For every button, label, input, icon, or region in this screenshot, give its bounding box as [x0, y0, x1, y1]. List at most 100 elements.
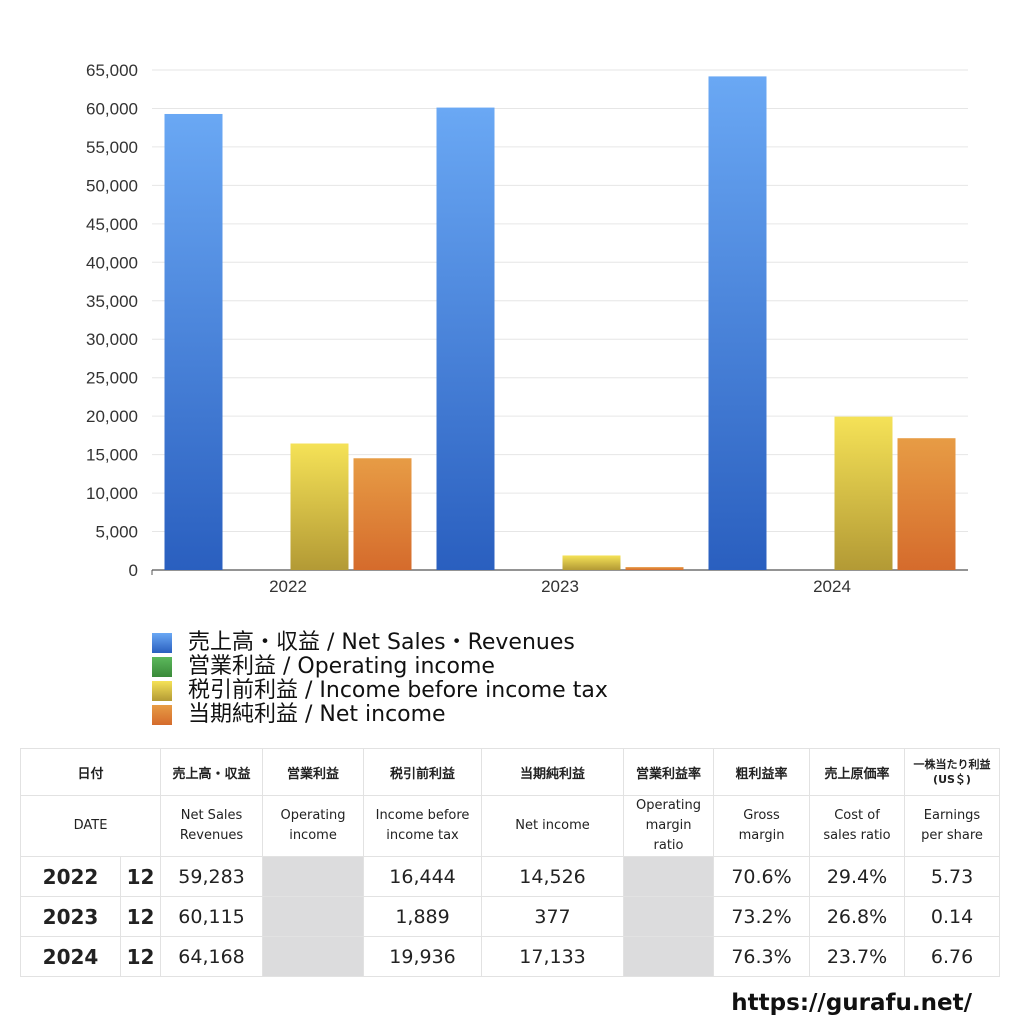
row-sales: 59,283: [160, 856, 264, 897]
header-cost-en-2: sales ratio: [823, 828, 891, 843]
row-month: 12: [119, 936, 162, 977]
row-eps: 5.73: [904, 856, 1001, 897]
y-tick-label: 25,000: [86, 369, 138, 388]
row-opmargin: [623, 896, 715, 937]
y-tick-label: 45,000: [86, 215, 138, 234]
table-row: 2024 12 64,168 19,936 17,133 76.3% 23.7%…: [20, 936, 1001, 977]
legend-item-operating: 営業利益 / Operating income: [152, 655, 608, 679]
row-sales: 60,115: [160, 896, 264, 937]
y-tick-label: 35,000: [86, 292, 138, 311]
row-cost: 23.7%: [809, 936, 906, 977]
footer-url[interactable]: https://gurafu.net/: [731, 990, 972, 1016]
y-tick-label: 30,000: [86, 330, 138, 349]
row-pretax: 19,936: [363, 936, 483, 977]
table-header-en: DATE Net Sales Revenues Operating income I…: [19, 795, 1001, 857]
bar-2024-series-0: [708, 76, 767, 571]
bar-2024-series-3: [897, 438, 956, 570]
legend-item-net: 当期純利益 / Net income: [152, 703, 608, 727]
legend-label-operating: 営業利益 / Operating income: [188, 654, 495, 679]
x-tick-label: 2023: [541, 577, 579, 596]
header-sales-en-2: Revenues: [179, 828, 244, 843]
row-cost: 29.4%: [809, 856, 906, 897]
y-tick-label: 50,000: [86, 176, 138, 195]
table-row: 2023 12 60,115 1,889 377 73.2% 26.8% 0.1…: [20, 896, 1001, 937]
header-cost-en-1: Cost of: [834, 808, 880, 823]
header-eps-unit: (US＄): [933, 773, 971, 786]
row-operating: [262, 856, 365, 897]
header-opmargin-en-2: margin: [645, 818, 692, 833]
legend-swatch-operating: [152, 657, 172, 677]
y-tick-label: 65,000: [86, 61, 138, 80]
header-eps-en-2: per share: [921, 828, 983, 843]
legend-swatch-pretax: [152, 681, 172, 701]
header-gross-en: Gross margin: [713, 795, 811, 857]
row-pretax: 1,889: [363, 896, 483, 937]
header-gross-en-1: Gross: [743, 808, 780, 823]
header-sales-en: Net Sales Revenues: [160, 795, 264, 857]
header-eps-en: Earnings per share: [904, 795, 1001, 857]
row-net: 377: [481, 896, 625, 937]
table-header-jp: 日付 売上高・収益 営業利益 税引前利益 当期純利益 営業利益率 粗利益率 売上…: [19, 748, 1001, 796]
y-tick-label: 20,000: [86, 407, 138, 426]
y-tick-label: 55,000: [86, 138, 138, 157]
row-opmargin: [623, 936, 715, 977]
bar-2024-series-2: [834, 416, 893, 570]
header-eps-jp-label: 一株当たり利益: [913, 758, 991, 771]
header-net-en-1: Net income: [515, 818, 590, 833]
header-sales-jp: 売上高・収益: [160, 748, 264, 796]
y-tick-label: 10,000: [86, 484, 138, 503]
bar-2023-series-3: [625, 567, 684, 570]
legend-swatch-sales: [152, 633, 172, 653]
row-month: 12: [119, 856, 162, 897]
row-cost: 26.8%: [809, 896, 906, 937]
header-opmargin-jp: 営業利益率: [623, 748, 715, 796]
row-eps: 0.14: [904, 896, 1001, 937]
y-tick-label: 15,000: [86, 446, 138, 465]
row-gross: 76.3%: [713, 936, 811, 977]
financial-table: 日付 売上高・収益 営業利益 税引前利益 当期純利益 営業利益率 粗利益率 売上…: [19, 748, 1001, 977]
bar-2023-series-2: [562, 555, 621, 570]
y-tick-label: 5,000: [95, 523, 138, 542]
row-opmargin: [623, 856, 715, 897]
legend-swatch-net: [152, 705, 172, 725]
bar-2022-series-3: [353, 458, 412, 570]
row-month: 12: [119, 896, 162, 937]
legend-item-pretax: 税引前利益 / Income before income tax: [152, 679, 608, 703]
row-gross: 73.2%: [713, 896, 811, 937]
header-pretax-en: Income before income tax: [363, 795, 483, 857]
header-eps-en-1: Earnings: [923, 808, 981, 823]
row-gross: 70.6%: [713, 856, 811, 897]
header-pretax-jp: 税引前利益: [363, 748, 483, 796]
bar-chart: 0 5,000 10,000 15,000 20,000 25,000 30,000 35,0…: [86, 61, 968, 596]
y-tick-label: 40,000: [86, 253, 138, 272]
header-gross-en-2: margin: [738, 828, 785, 843]
bar-2022-series-0: [164, 113, 223, 570]
legend-label-pretax: 税引前利益 / Income before income tax: [188, 678, 608, 703]
header-opmargin-en-1: Operating: [636, 798, 702, 813]
row-year: 2023: [20, 896, 121, 937]
header-cost-jp: 売上原価率: [809, 748, 906, 796]
header-net-en: Net income: [481, 795, 625, 857]
header-operating-en-2: income: [289, 828, 337, 843]
bar-2022-series-2: [290, 443, 349, 570]
header-date-en: DATE: [19, 795, 162, 857]
y-tick-label: 60,000: [86, 99, 138, 118]
header-opmargin-en-3: ratio: [653, 838, 684, 853]
header-eps-jp: 一株当たり利益 (US＄): [904, 748, 1001, 796]
row-operating: [262, 936, 365, 977]
bar-2023-series-0: [436, 107, 495, 571]
chart-legend: 売上高・収益 / Net Sales・Revenues 営業利益 / Opera…: [152, 631, 608, 727]
row-eps: 6.76: [904, 936, 1001, 977]
header-pretax-en-2: income tax: [386, 828, 459, 843]
header-operating-jp: 営業利益: [262, 748, 365, 796]
x-tick-label: 2024: [813, 577, 851, 596]
row-year: 2022: [20, 856, 121, 897]
x-tick-label: 2022: [269, 577, 307, 596]
header-net-jp: 当期純利益: [481, 748, 625, 796]
row-sales: 64,168: [160, 936, 264, 977]
header-cost-en: Cost of sales ratio: [809, 795, 906, 857]
header-gross-jp: 粗利益率: [713, 748, 811, 796]
header-pretax-en-1: Income before: [375, 808, 470, 823]
row-net: 14,526: [481, 856, 625, 897]
y-tick-label: 0: [129, 561, 138, 580]
